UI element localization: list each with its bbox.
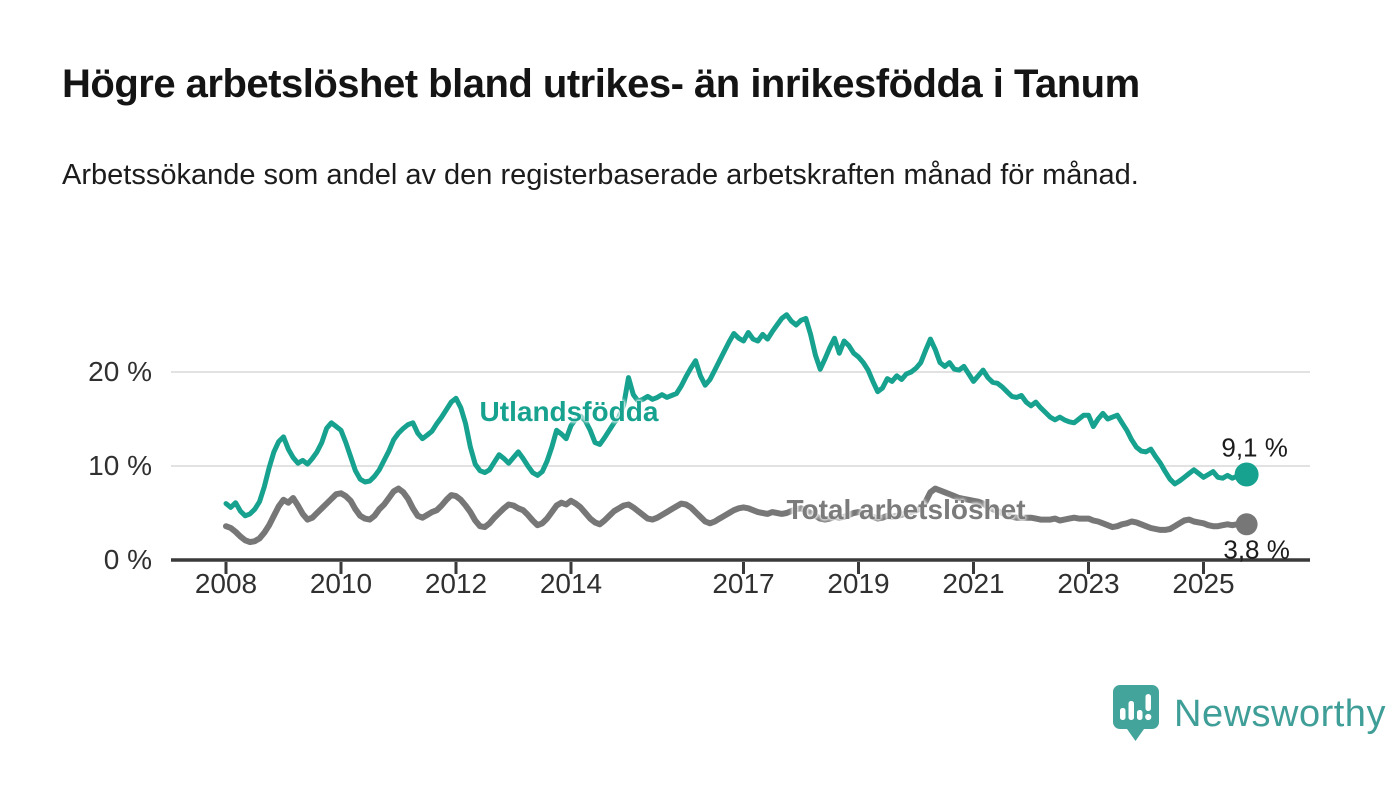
series-line-total-arbetsloshet xyxy=(223,485,1250,546)
y-axis-tick-label: 20 % xyxy=(88,356,152,387)
series-line-utlandsfodda xyxy=(223,312,1250,519)
x-axis-tick-label: 2025 xyxy=(1172,568,1235,599)
page-title: Högre arbetslöshet bland utrikes- än inr… xyxy=(62,62,1140,106)
end-value-label-total: 3,8 % xyxy=(1223,534,1290,565)
end-value-label-utlandsfodda: 9,1 % xyxy=(1221,432,1288,463)
y-axis-tick-label: 10 % xyxy=(88,450,152,481)
chart-subtitle: Arbetssökande som andel av den registerb… xyxy=(62,159,1139,191)
series-label-utlandsfodda: Utlandsfödda xyxy=(479,396,659,427)
series-end-dot-utlandsfodda xyxy=(1234,462,1259,487)
series-end-dot-total-arbetsloshet xyxy=(1235,513,1258,536)
newsworthy-logo: Newsworthy xyxy=(1112,684,1386,744)
x-axis-tick-label: 2010 xyxy=(309,568,373,599)
series-label-total-arbetsloshet: Total arbetslöshet xyxy=(786,494,1026,525)
x-axis-tick-label: 2019 xyxy=(827,568,890,599)
x-axis-tick-label: 2023 xyxy=(1057,568,1120,599)
y-axis-tick-label: 0 % xyxy=(103,544,152,575)
x-axis-tick-label: 2008 xyxy=(194,568,258,599)
newsworthy-logo-icon xyxy=(1113,685,1159,741)
newsworthy-logo-text: Newsworthy xyxy=(1174,692,1386,735)
x-axis-tick-label: 2012 xyxy=(424,568,488,599)
x-axis-tick-label: 2017 xyxy=(712,568,775,599)
x-axis-tick-label: 2021 xyxy=(942,568,1005,599)
x-axis-tick-label: 2014 xyxy=(539,568,603,599)
